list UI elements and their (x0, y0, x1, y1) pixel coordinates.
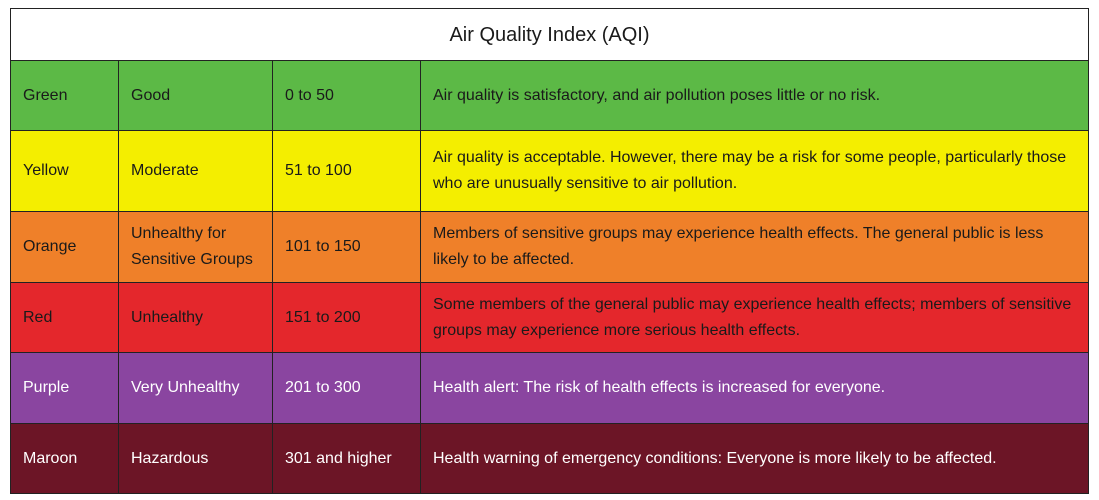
color-cell: Orange (10, 211, 119, 283)
range-cell: 0 to 50 (272, 60, 421, 131)
color-cell: Red (10, 282, 119, 353)
range-cell: 151 to 200 (272, 282, 421, 353)
aqi-row: Yellow Moderate 51 to 100 Air quality is ac… (10, 130, 1089, 212)
aqi-row: Orange Unhealthy for Sensitive Groups 101 … (10, 211, 1089, 283)
color-cell: Yellow (10, 130, 119, 212)
level-cell: Hazardous (118, 423, 273, 494)
color-cell: Green (10, 60, 119, 131)
range-cell: 201 to 300 (272, 352, 421, 424)
aqi-row: Red Unhealthy 151 to 200 Some members of th… (10, 282, 1089, 353)
table-body: Green Good 0 to 50 Air quality is satisfact… (10, 60, 1089, 494)
title-row: Air Quality Index (AQI) (10, 8, 1089, 61)
description-cell: Air quality is satisfactory, and air pol… (420, 60, 1089, 131)
table-title: Air Quality Index (AQI) (10, 8, 1089, 61)
level-cell: Unhealthy for Sensitive Groups (118, 211, 273, 283)
description-cell: Health warning of emergency conditions: … (420, 423, 1089, 494)
aqi-row: Purple Very Unhealthy 201 to 300 Health ale… (10, 352, 1089, 424)
range-cell: 301 and higher (272, 423, 421, 494)
description-cell: Some members of the general public may e… (420, 282, 1089, 353)
level-cell: Moderate (118, 130, 273, 212)
description-cell: Air quality is acceptable. However, ther… (420, 130, 1089, 212)
aqi-table: Air Quality Index (AQI) Green Good 0 to 50… (10, 8, 1089, 494)
level-cell: Unhealthy (118, 282, 273, 353)
color-cell: Maroon (10, 423, 119, 494)
range-cell: 101 to 150 (272, 211, 421, 283)
range-cell: 51 to 100 (272, 130, 421, 212)
aqi-row: Green Good 0 to 50 Air quality is satisfact… (10, 60, 1089, 131)
level-cell: Very Unhealthy (118, 352, 273, 424)
description-cell: Members of sensitive groups may experien… (420, 211, 1089, 283)
aqi-row: Maroon Hazardous 301 and higher Health warn… (10, 423, 1089, 494)
description-cell: Health alert: The risk of health effects… (420, 352, 1089, 424)
level-cell: Good (118, 60, 273, 131)
color-cell: Purple (10, 352, 119, 424)
